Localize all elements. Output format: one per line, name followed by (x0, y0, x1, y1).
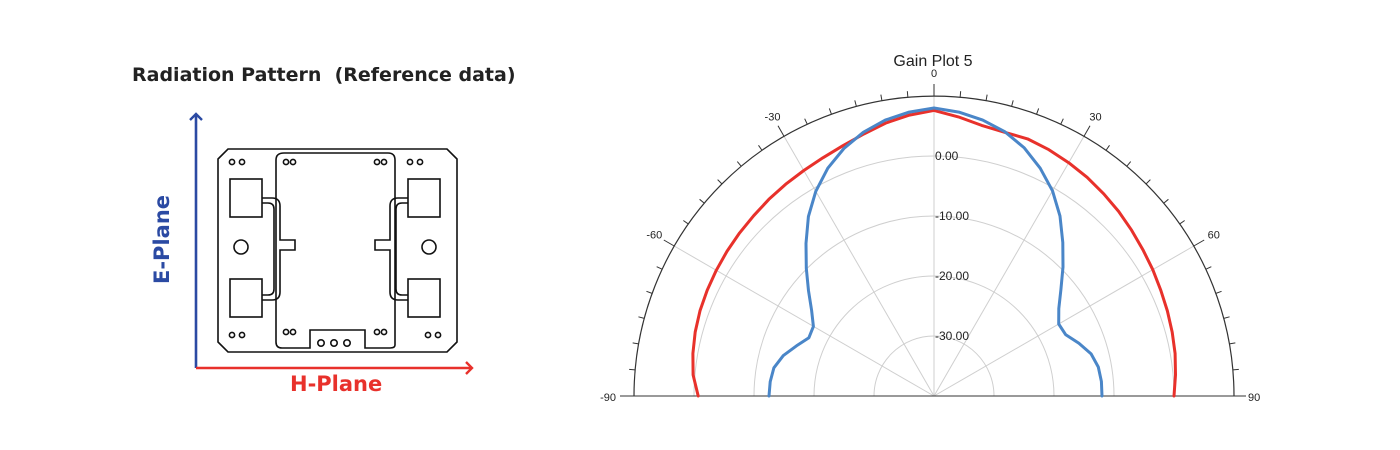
angle-tick (629, 368, 636, 371)
angle-tick (777, 125, 785, 137)
angle-tick (1011, 100, 1014, 107)
radial-label: -10.00 (935, 209, 969, 223)
angle-tick (854, 100, 857, 107)
grid-spoke (673, 245, 935, 397)
angle-tick (663, 239, 675, 247)
angle-tick (1105, 145, 1110, 151)
angle-tick (656, 266, 663, 270)
angle-label: -30 (765, 111, 781, 123)
angle-tick (959, 91, 962, 98)
angle-tick (717, 179, 723, 185)
angle-label: 30 (1089, 111, 1101, 123)
grid-spoke (783, 135, 935, 397)
angle-tick (736, 161, 742, 167)
series-line-red (691, 108, 1177, 398)
radiation-pattern-title: Radiation Pattern (Reference data) (132, 64, 516, 86)
grid-spoke (933, 245, 1195, 397)
angle-tick (985, 94, 988, 101)
angle-tick (880, 94, 883, 101)
series-line-blue (767, 106, 1104, 398)
angle-tick (804, 118, 808, 125)
angle-tick (1145, 179, 1151, 185)
angle-tick (1232, 368, 1239, 371)
radial-label: 0.00 (935, 149, 959, 163)
angle-tick (683, 220, 689, 225)
angle-tick (1205, 266, 1212, 270)
antenna-board (217, 148, 458, 353)
angle-tick (1083, 125, 1091, 137)
angle-tick (1229, 342, 1236, 345)
angle-tick (828, 108, 832, 115)
h-plane-label: H-Plane (290, 372, 383, 396)
angle-tick (1060, 118, 1064, 125)
angle-label: 90 (1248, 392, 1260, 404)
angle-label: 0 (931, 68, 937, 80)
angle-label: -90 (600, 392, 616, 404)
angle-tick (1215, 290, 1222, 294)
angle-label: 60 (1208, 230, 1220, 242)
angle-tick (1126, 161, 1132, 167)
grid-spoke (933, 135, 1085, 397)
angle-tick (758, 145, 763, 151)
angle-tick (646, 290, 653, 294)
angle-tick (638, 316, 645, 319)
angle-tick (1036, 108, 1040, 115)
angle-tick (699, 198, 705, 204)
radial-label: -20.00 (935, 269, 969, 283)
board-diagram (189, 112, 474, 375)
angle-tick (632, 342, 639, 345)
angle-tick (906, 91, 909, 98)
radial-label: -30.00 (935, 329, 969, 343)
chart-title: Gain Plot 5 (893, 53, 973, 70)
angle-tick (1179, 220, 1185, 225)
angle-tick (1163, 198, 1169, 204)
angle-label: -60 (646, 230, 662, 242)
angle-tick (1193, 239, 1205, 247)
angle-tick (1223, 316, 1230, 319)
